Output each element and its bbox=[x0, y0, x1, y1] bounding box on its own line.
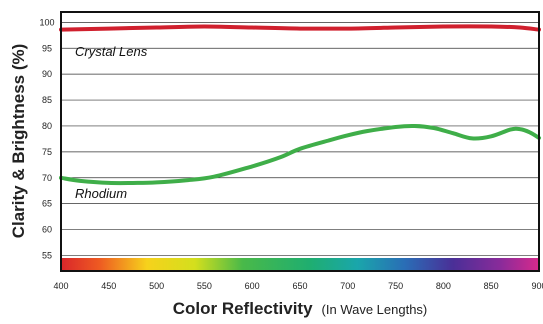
x-tick-label: 450 bbox=[101, 281, 116, 291]
x-tick-label: 500 bbox=[149, 281, 164, 291]
grid bbox=[61, 22, 539, 256]
plot-frame bbox=[60, 11, 540, 272]
x-axis-label: Color Reflectivity (In Wave Lengths) bbox=[173, 299, 428, 318]
x-tick-label: 850 bbox=[484, 281, 499, 291]
y-tick-label: 95 bbox=[42, 43, 52, 53]
x-ticks: 400 450 500 550 600 650 700 750 800 850 900 bbox=[53, 281, 543, 291]
y-tick-label: 65 bbox=[42, 199, 52, 209]
spectrum-bar bbox=[61, 258, 539, 271]
x-axis-label-main: Color Reflectivity bbox=[173, 299, 313, 318]
y-tick-label: 60 bbox=[42, 225, 52, 235]
plot-area bbox=[61, 12, 539, 271]
series-label-crystal-lens: Crystal Lens bbox=[75, 44, 148, 59]
y-tick-label: 90 bbox=[42, 69, 52, 79]
y-tick-label: 80 bbox=[42, 121, 52, 131]
y-tick-label: 100 bbox=[39, 17, 54, 27]
y-tick-label: 85 bbox=[42, 95, 52, 105]
x-axis-label-note: (In Wave Lengths) bbox=[322, 302, 428, 317]
series-line-rhodium bbox=[59, 123, 541, 186]
x-tick-label: 600 bbox=[245, 281, 260, 291]
series-layer bbox=[59, 24, 541, 186]
x-tick-label: 700 bbox=[340, 281, 355, 291]
x-tick-label: 400 bbox=[53, 281, 68, 291]
x-tick-label: 550 bbox=[197, 281, 212, 291]
y-tick-label: 55 bbox=[42, 250, 52, 260]
x-tick-label: 650 bbox=[292, 281, 307, 291]
x-tick-label: 800 bbox=[436, 281, 451, 291]
x-tick-label: 900 bbox=[531, 281, 543, 291]
y-axis-label: Clarity & Brightness (%) bbox=[9, 44, 28, 239]
y-tick-label: 70 bbox=[42, 173, 52, 183]
series-label-rhodium: Rhodium bbox=[75, 186, 127, 201]
x-tick-label: 750 bbox=[388, 281, 403, 291]
y-ticks: 55 60 65 70 75 80 85 90 95 100 bbox=[39, 17, 54, 260]
series-line-crystal-lens bbox=[59, 24, 541, 32]
y-tick-label: 75 bbox=[42, 147, 52, 157]
